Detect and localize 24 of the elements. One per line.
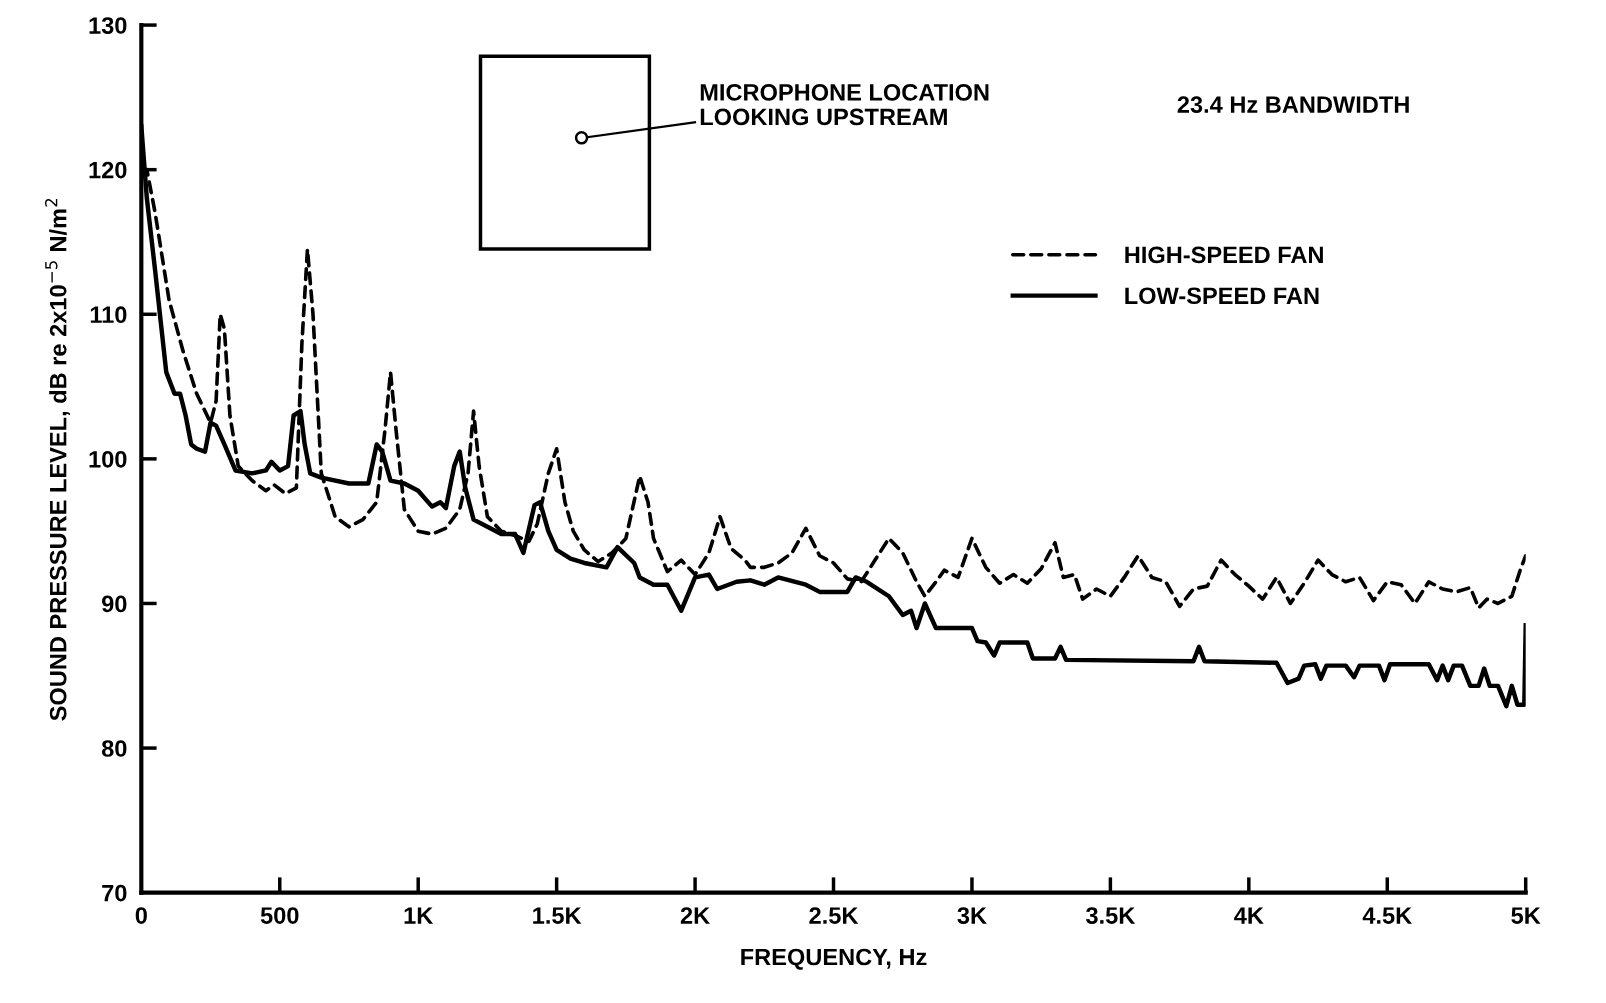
x-axis-title: FREQUENCY, Hz: [741, 948, 927, 970]
x-tick-label: 1K: [404, 907, 434, 924]
x-tick-label: 5K: [1511, 907, 1541, 924]
x-tick-label: 4.5K: [1362, 907, 1412, 924]
y-tick-label: 80: [101, 740, 127, 757]
x-tick-label: 3K: [957, 907, 987, 924]
legend-label: LOW-SPEED FAN: [1125, 287, 1319, 305]
y-tick-label: 110: [90, 306, 127, 324]
y-tick-label: 90: [102, 595, 127, 613]
x-tick-label: 500: [260, 907, 299, 924]
x-tick-label: 4K: [1234, 907, 1264, 924]
legend-label: HIGH-SPEED FAN: [1125, 246, 1323, 264]
annotation: 23.4 Hz BANDWIDTH: [1177, 96, 1409, 113]
y-axis-title: SOUND PRESSURE LEVEL, dB re 2x10$^{−5}$ N/m$^{2}$: [45, 198, 70, 721]
y-tick-label: 100: [89, 450, 127, 468]
x-tick-label: 0: [135, 907, 147, 924]
x-tick-label: 2.5K: [809, 907, 859, 924]
x-tick-label: 2K: [680, 907, 710, 924]
y-tick-label: 70: [102, 884, 127, 902]
annotation: MICROPHONE LOCATION LOOKING UPSTREAM: [700, 83, 989, 126]
y-tick-label: 120: [89, 161, 127, 179]
y-tick-label: 130: [89, 17, 127, 34]
x-tick-label: 3.5K: [1086, 907, 1136, 924]
x-tick-label: 1.5K: [533, 907, 582, 924]
